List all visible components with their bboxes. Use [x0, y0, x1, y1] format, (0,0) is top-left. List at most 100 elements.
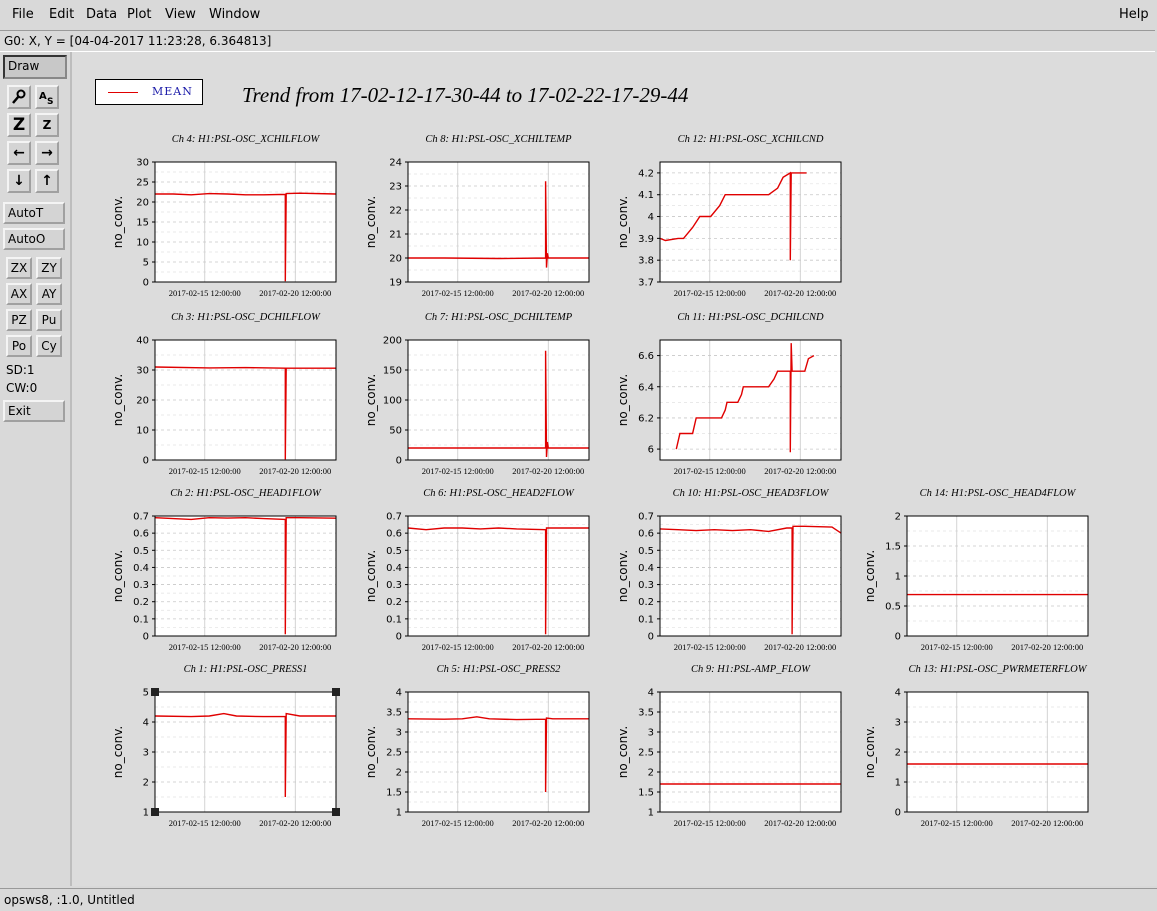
mean-trend-line [408, 181, 589, 268]
autoo-button[interactable]: AutoO [3, 228, 65, 250]
plot-frame [407, 161, 590, 283]
y-tick-label: 0.5 [885, 602, 901, 613]
plot-frame [659, 515, 842, 637]
pz-button[interactable]: PZ [6, 309, 32, 331]
zoom-in-icon[interactable]: Z [7, 113, 31, 137]
plot-panel-2: Ch 8: H1:PSL-OSC_XCHILTEMP 19 20 21 22 23 24 20… [364, 134, 590, 298]
coordinate-readout-bar: G0: X, Y = [04-04-2017 11:23:28, 6.36481… [0, 30, 1155, 52]
x-tick-label: 2017-02-15 12:00:00 [422, 288, 494, 298]
y-tick-label: 2 [143, 778, 149, 789]
y-tick-label: 15 [136, 218, 149, 229]
autot-button[interactable]: AutoT [3, 202, 65, 224]
x-tick-label: 2017-02-15 12:00:00 [921, 642, 993, 652]
arrow-left-icon[interactable]: ← [7, 141, 31, 165]
y-tick-label: 3 [396, 728, 402, 739]
arrow-right-icon[interactable]: → [35, 141, 59, 165]
plot-panel-12: Ch 5: H1:PSL-OSC_PRESS2 1 1.5 2 2.5 3 3.5 4 2017… [364, 664, 590, 828]
menu-bar: File Edit Data Plot View Window Help [0, 0, 1157, 30]
x-tick-label: 2017-02-20 12:00:00 [512, 642, 584, 652]
y-tick-label: 0.5 [386, 546, 402, 557]
svg-text:S: S [47, 97, 53, 105]
zoom-out-icon[interactable]: Z [35, 113, 59, 137]
y-tick-label: 5 [143, 258, 149, 269]
po-button[interactable]: Po [6, 335, 32, 357]
plot-frame-background [660, 340, 841, 460]
selection-handle [151, 688, 159, 696]
mean-trend-line [154, 712, 336, 798]
sd-label: SD:1 [6, 363, 35, 377]
zx-button[interactable]: ZX [6, 257, 32, 279]
plot-panel-14: Ch 13: H1:PSL-OSC_PWRMETERFLOW 0 1 2 3 4 2017-… [863, 664, 1089, 828]
y-tick-label: 4 [648, 212, 654, 223]
plot-panel-6: Ch 11: H1:PSL-OSC_DCHILCND 6 6.2 6.4 6.6 2017… [616, 312, 842, 476]
plot-panel-title: Ch 4: H1:PSL-OSC_XCHILFLOW [172, 134, 321, 145]
y-tick-label: 1 [143, 808, 149, 819]
y-tick-label: 20 [136, 198, 149, 209]
y-tick-label: 0.6 [638, 529, 654, 540]
y-tick-label: 4 [396, 688, 402, 699]
y-tick-label: 6.2 [638, 413, 654, 424]
pu-button[interactable]: Pu [36, 309, 62, 331]
mean-trend-line [154, 366, 336, 460]
plot-panel-5: Ch 7: H1:PSL-OSC_DCHILTEMP 0 50 100 150 200 20… [364, 312, 590, 476]
x-tick-label: 2017-02-20 12:00:00 [259, 288, 331, 298]
arrow-up-icon[interactable]: ↑ [35, 169, 59, 193]
plot-panel-title: Ch 2: H1:PSL-OSC_HEAD1FLOW [170, 488, 322, 499]
y-axis-label: no_conv. [364, 550, 378, 602]
menu-edit[interactable]: Edit [49, 7, 75, 22]
plot-panel-11: Ch 1: H1:PSL-OSC_PRESS1 1 2 3 4 5 2017-02-15 1… [111, 664, 340, 828]
y-tick-label: 2.5 [638, 748, 654, 759]
y-axis-label: no_conv. [111, 374, 125, 426]
menu-file[interactable]: File [12, 7, 34, 22]
plot-panel-4: Ch 3: H1:PSL-OSC_DCHILFLOW 0 10 20 30 40 2017-… [111, 312, 337, 476]
x-tick-label: 2017-02-20 12:00:00 [1011, 642, 1083, 652]
y-tick-label: 19 [389, 278, 402, 289]
plot-frame-background [660, 162, 841, 282]
menu-help[interactable]: Help [1119, 7, 1149, 22]
y-axis-label: no_conv. [616, 374, 630, 426]
y-tick-label: 2 [648, 768, 654, 779]
y-tick-label: 1 [648, 808, 654, 819]
cy-button[interactable]: Cy [36, 335, 62, 357]
y-tick-label: 24 [389, 158, 402, 169]
arrow-down-icon[interactable]: ↓ [7, 169, 31, 193]
draw-button[interactable]: Draw [3, 55, 67, 79]
x-tick-label: 2017-02-20 12:00:00 [764, 818, 836, 828]
zy-button[interactable]: ZY [36, 257, 62, 279]
plot-panel-title: Ch 12: H1:PSL-OSC_XCHILCND [678, 134, 824, 145]
menu-plot[interactable]: Plot [127, 7, 152, 22]
ax-button[interactable]: AX [6, 283, 32, 305]
x-tick-label: 2017-02-20 12:00:00 [764, 642, 836, 652]
y-tick-label: 3.9 [638, 234, 654, 245]
mean-trend-line [407, 527, 589, 635]
selection-handle [332, 688, 340, 696]
plot-panel-title: Ch 13: H1:PSL-OSC_PWRMETERFLOW [909, 664, 1088, 675]
y-tick-label: 1 [396, 808, 402, 819]
y-tick-label: 3.5 [638, 708, 654, 719]
y-tick-label: 0.2 [638, 597, 654, 608]
mean-trend-line [408, 350, 589, 458]
plot-panel-13: Ch 9: H1:PSL-AMP_FLOW 1 1.5 2 2.5 3 3.5 4 2017-0… [616, 664, 842, 828]
menu-window[interactable]: Window [209, 7, 261, 22]
y-tick-label: 1.5 [885, 542, 901, 553]
y-tick-label: 0.3 [133, 580, 149, 591]
menu-view[interactable]: View [165, 7, 196, 22]
y-tick-label: 3.5 [386, 708, 402, 719]
y-tick-label: 2 [895, 512, 901, 523]
exit-button[interactable]: Exit [3, 400, 65, 422]
plot-panel-title: Ch 3: H1:PSL-OSC_DCHILFLOW [171, 312, 321, 323]
y-tick-label: 4.1 [638, 190, 654, 201]
menu-data[interactable]: Data [86, 7, 118, 22]
y-tick-label: 2 [895, 748, 901, 759]
ay-button[interactable]: AY [36, 283, 62, 305]
y-tick-label: 23 [389, 182, 402, 193]
mean-trend-line [407, 716, 589, 793]
y-tick-label: 30 [136, 158, 149, 169]
magnify-icon[interactable] [7, 85, 31, 109]
y-axis-label: no_conv. [364, 374, 378, 426]
y-axis-label: no_conv. [616, 196, 630, 248]
y-axis-label: no_conv. [616, 550, 630, 602]
y-tick-label: 6 [648, 445, 654, 456]
